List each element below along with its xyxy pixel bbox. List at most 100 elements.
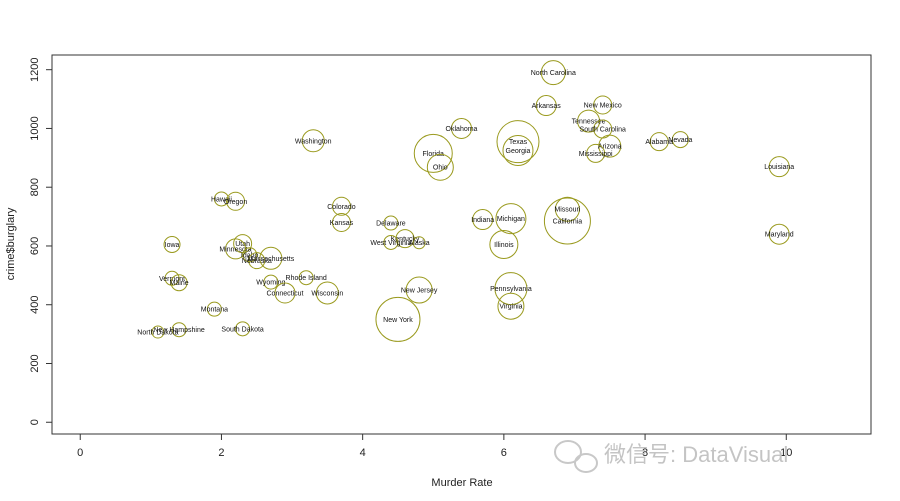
point-label: Oregon: [224, 199, 247, 206]
point-marker: [426, 153, 454, 181]
point-label: Montana: [201, 307, 228, 314]
point-marker: [489, 230, 519, 259]
data-point: Hawaii: [211, 191, 232, 207]
data-point: Oklahoma: [446, 117, 478, 139]
point-marker: [405, 276, 433, 304]
point-label: Maine: [170, 280, 189, 287]
point-marker: [502, 134, 534, 166]
data-point: Montana: [201, 301, 228, 317]
point-marker: [259, 246, 283, 270]
point-label: New Hampshine: [153, 327, 204, 334]
point-label: Nevada: [668, 137, 692, 144]
point-marker: [472, 209, 494, 231]
y-tick-label: 200: [29, 354, 41, 372]
point-label: California: [553, 218, 583, 225]
point-label: Tennessee: [572, 119, 606, 126]
point-label: Colorado: [327, 204, 356, 211]
point-marker: [540, 60, 566, 86]
point-marker: [163, 236, 181, 253]
data-point: Oregon: [224, 191, 247, 211]
point-marker: [535, 95, 557, 117]
data-point: Nevada: [668, 131, 693, 149]
point-label: Georgia: [506, 148, 531, 155]
point-marker: [496, 120, 540, 164]
point-label: Utah: [235, 241, 250, 248]
x-axis-label: Murder Rate: [431, 477, 492, 489]
point-label: Virginia: [499, 304, 522, 311]
point-label: Connecticut: [267, 290, 304, 297]
point-marker: [331, 196, 351, 216]
x-axis: 0 2 4 6 8 10: [77, 434, 792, 459]
point-marker: [494, 272, 528, 306]
y-axis-label: crime$burglary: [5, 207, 17, 280]
point-label: Rhode Island: [286, 275, 327, 282]
point-label: Minnesota: [219, 246, 251, 253]
point-marker: [375, 296, 421, 342]
data-point: Arkansas: [532, 95, 562, 117]
point-label: West Virginia: [370, 240, 411, 247]
data-point: Louisiana: [764, 156, 794, 178]
point-label: North Carolina: [531, 70, 576, 77]
y-tick-label: 1000: [29, 116, 41, 140]
point-marker: [315, 281, 339, 305]
data-point: Wisconsin: [311, 281, 343, 305]
data-point: Kentucky: [391, 229, 420, 249]
data-point: Idaho: [241, 247, 259, 263]
point-marker: [586, 143, 606, 163]
y-tick-label: 0: [29, 419, 41, 425]
point-label: New Mexico: [584, 102, 622, 109]
point-marker: [598, 134, 622, 158]
point-label: South Dakota: [221, 326, 264, 333]
point-label: Pennsylvania: [490, 286, 532, 293]
point-label: Arkansas: [532, 103, 562, 110]
point-marker: [451, 117, 472, 139]
data-point: Indiana: [471, 209, 494, 231]
x-tick-label: 6: [501, 447, 507, 459]
point-marker: [298, 270, 314, 286]
point-marker: [151, 325, 165, 339]
data-point: Illinois: [489, 230, 519, 259]
point-label: Nebraska: [242, 258, 272, 265]
point-marker: [671, 131, 689, 149]
data-point: Pennsylvania: [490, 272, 532, 306]
point-marker: [213, 191, 229, 207]
point-label: Illinois: [494, 242, 514, 249]
point-label: Ohio: [433, 165, 448, 172]
data-point: Michigan: [495, 203, 527, 235]
point-marker: [554, 196, 580, 222]
point-marker: [235, 321, 251, 337]
point-marker: [412, 236, 426, 250]
point-marker: [206, 301, 222, 317]
point-label: Maryland: [765, 232, 794, 239]
point-marker: [242, 247, 258, 263]
data-point: Alaska: [409, 236, 430, 250]
data-point: Kansas: [330, 212, 354, 232]
point-marker: [164, 270, 180, 286]
point-marker: [263, 274, 279, 290]
data-points: North Carolina Arkansas New Mexico Tennesse…: [137, 60, 794, 342]
watermark: 微信号: DataVisual: [554, 440, 788, 473]
data-point: New Mexico: [584, 95, 622, 115]
data-point: Virginia: [497, 292, 525, 320]
point-label: Texas: [509, 139, 528, 146]
point-marker: [495, 203, 527, 235]
x-tick-label: 2: [218, 447, 224, 459]
data-point: Maryland: [765, 223, 794, 245]
data-point: Florida: [413, 133, 453, 173]
point-marker: [383, 234, 399, 250]
point-label: Indiana: [471, 217, 494, 224]
point-label: Arizona: [598, 144, 622, 151]
data-point: North Carolina: [531, 60, 576, 86]
data-point: Arizona: [598, 134, 622, 158]
x-tick-label: 0: [77, 447, 83, 459]
point-label: Mississippi: [579, 151, 613, 158]
point-marker: [331, 212, 351, 232]
point-label: Hawaii: [211, 196, 232, 203]
point-label: Oklahoma: [446, 126, 478, 133]
data-point: Maine: [170, 274, 189, 292]
data-point: New Jersey: [401, 276, 438, 304]
data-point: Connecticut: [267, 282, 304, 304]
point-label: South Carolina: [580, 127, 626, 134]
point-label: North Dakota: [137, 330, 178, 337]
